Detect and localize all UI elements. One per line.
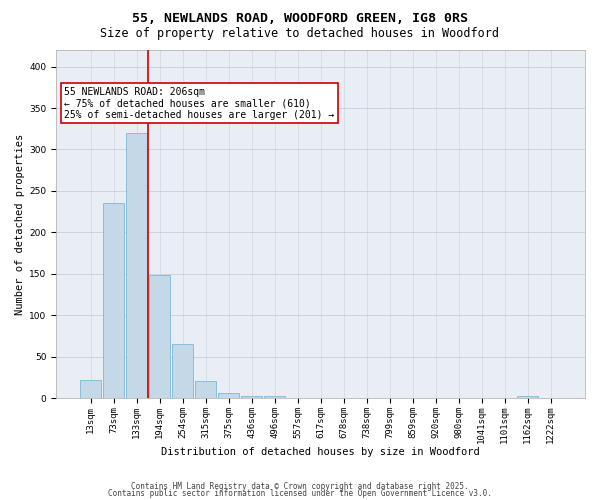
Text: 55 NEWLANDS ROAD: 206sqm
← 75% of detached houses are smaller (610)
25% of semi-: 55 NEWLANDS ROAD: 206sqm ← 75% of detach… xyxy=(64,86,334,120)
Bar xyxy=(149,276,170,398)
Bar xyxy=(241,396,262,398)
Bar xyxy=(264,396,285,398)
Bar xyxy=(517,396,538,398)
Bar xyxy=(126,133,147,398)
Y-axis label: Number of detached properties: Number of detached properties xyxy=(15,134,25,314)
Text: Size of property relative to detached houses in Woodford: Size of property relative to detached ho… xyxy=(101,28,499,40)
Bar xyxy=(195,380,216,398)
Bar xyxy=(172,344,193,398)
Bar xyxy=(80,380,101,398)
Bar xyxy=(218,393,239,398)
X-axis label: Distribution of detached houses by size in Woodford: Distribution of detached houses by size … xyxy=(161,448,480,458)
Text: Contains public sector information licensed under the Open Government Licence v3: Contains public sector information licen… xyxy=(108,489,492,498)
Bar xyxy=(103,204,124,398)
Text: 55, NEWLANDS ROAD, WOODFORD GREEN, IG8 0RS: 55, NEWLANDS ROAD, WOODFORD GREEN, IG8 0… xyxy=(132,12,468,26)
Text: Contains HM Land Registry data © Crown copyright and database right 2025.: Contains HM Land Registry data © Crown c… xyxy=(131,482,469,491)
